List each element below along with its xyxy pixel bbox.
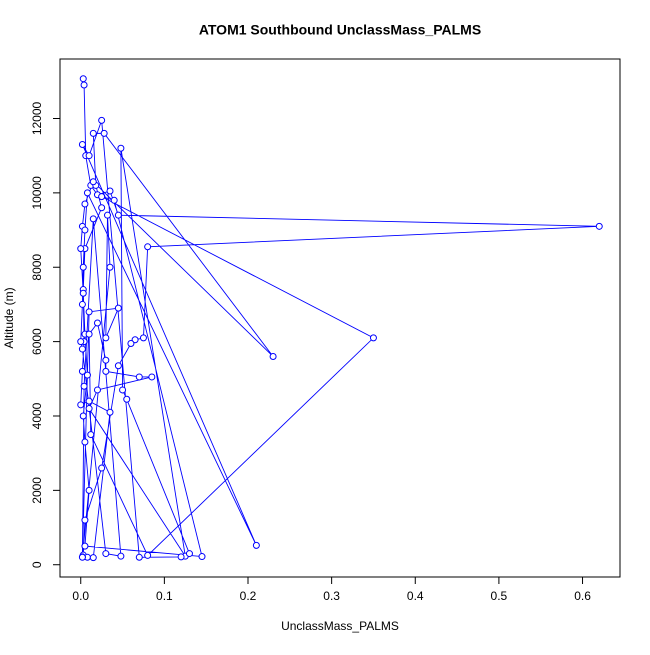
data-point: [123, 395, 131, 403]
y-tick-label: 8000: [30, 254, 44, 281]
data-point: [252, 541, 260, 549]
data-point: [81, 226, 89, 234]
data-point: [77, 401, 85, 409]
data-point: [135, 553, 143, 561]
data-point: [93, 319, 101, 327]
data-point: [98, 464, 106, 472]
data-point: [83, 189, 91, 197]
data-point: [89, 129, 97, 137]
data-point: [85, 152, 93, 160]
y-tick-label: 0: [30, 561, 44, 568]
data-point: [80, 81, 88, 89]
data-point: [98, 204, 106, 212]
data-point: [102, 334, 110, 342]
data-point: [85, 308, 93, 316]
data-point: [148, 373, 156, 381]
data-point: [89, 554, 97, 562]
data-point: [106, 263, 114, 271]
data-point: [144, 243, 152, 251]
x-axis-title: UnclassMass_PALMS: [281, 619, 399, 633]
data-point: [83, 371, 91, 379]
data-point: [78, 553, 86, 561]
x-tick-label: 0.6: [574, 589, 591, 603]
y-tick-label: 2000: [30, 477, 44, 504]
data-point: [100, 129, 108, 137]
x-tick-label: 0.3: [323, 589, 340, 603]
data-point: [114, 362, 122, 370]
y-tick-label: 10000: [30, 176, 44, 210]
data-point: [117, 552, 125, 560]
data-point: [102, 550, 110, 558]
x-tick-label: 0.0: [72, 589, 89, 603]
data-point: [89, 178, 97, 186]
data-point: [110, 196, 118, 204]
data-point: [79, 412, 87, 420]
data-point: [135, 373, 143, 381]
data-point: [104, 211, 112, 219]
data-point: [85, 397, 93, 405]
data-point: [139, 334, 147, 342]
data-point: [369, 334, 377, 342]
data-point: [87, 431, 95, 439]
data-point: [89, 215, 97, 223]
data-point: [78, 141, 86, 149]
data-point: [77, 245, 85, 253]
data-point: [102, 356, 110, 364]
data-point: [106, 187, 114, 195]
data-point: [79, 75, 87, 83]
data-point: [127, 339, 135, 347]
data-point: [119, 386, 127, 394]
y-tick-label: 6000: [30, 328, 44, 355]
data-point: [81, 542, 89, 550]
chart-title: ATOM1 Southbound UnclassMass_PALMS: [199, 22, 481, 38]
data-point: [106, 408, 114, 416]
data-point: [117, 144, 125, 152]
data-point: [85, 486, 93, 494]
data-point: [81, 438, 89, 446]
data-point: [114, 304, 122, 312]
data-point: [79, 289, 87, 297]
data-point: [144, 551, 152, 559]
data-point: [114, 211, 122, 219]
data-point: [185, 550, 193, 558]
data-point: [102, 367, 110, 375]
data-point: [269, 352, 277, 360]
data-point: [78, 300, 86, 308]
data-point: [98, 116, 106, 124]
data-point: [98, 193, 106, 201]
x-tick-label: 0.5: [491, 589, 508, 603]
data-point: [78, 367, 86, 375]
data-point: [595, 222, 603, 230]
data-point: [93, 386, 101, 394]
data-point: [79, 263, 87, 271]
y-axis-title: Altitude (m): [2, 287, 16, 348]
data-point: [85, 330, 93, 338]
data-point: [77, 338, 85, 346]
x-tick-label: 0.1: [156, 589, 173, 603]
data-point: [78, 345, 86, 353]
y-tick-label: 4000: [30, 402, 44, 429]
data-point: [81, 200, 89, 208]
data-point: [177, 553, 185, 561]
data-point: [198, 553, 206, 561]
x-tick-label: 0.2: [240, 589, 257, 603]
data-point: [85, 405, 93, 413]
data-point: [80, 382, 88, 390]
y-tick-label: 12000: [30, 101, 44, 135]
x-tick-label: 0.4: [407, 589, 424, 603]
data-point: [81, 516, 89, 524]
